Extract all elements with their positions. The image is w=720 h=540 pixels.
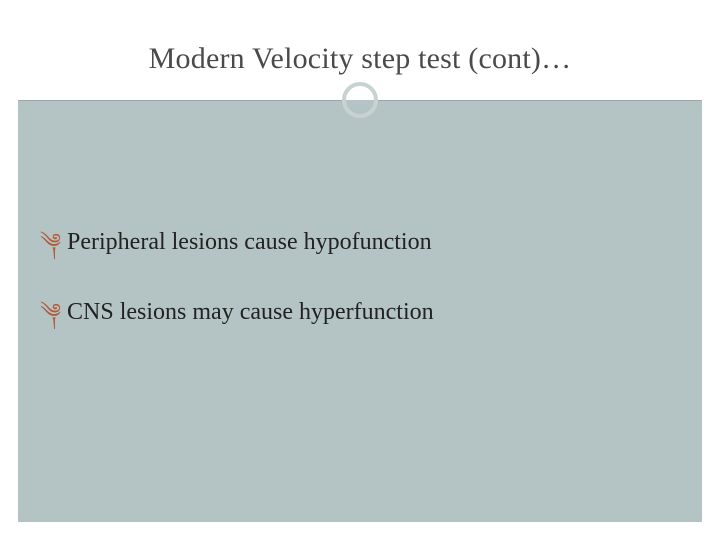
bullet-icon: ༆ bbox=[40, 228, 61, 256]
bullet-text: Peripheral lesions cause hypofunction bbox=[67, 228, 432, 256]
slide-title: Modern Velocity step test (cont)… bbox=[149, 42, 572, 76]
list-item: ༆ Peripheral lesions cause hypofunction bbox=[40, 228, 680, 256]
circle-decoration-lower-icon bbox=[342, 100, 378, 118]
bullet-icon: ༆ bbox=[40, 298, 61, 326]
list-item: ༆ CNS lesions may cause hyperfunction bbox=[40, 298, 680, 326]
bullet-text: CNS lesions may cause hyperfunction bbox=[67, 298, 434, 326]
bullet-list: ༆ Peripheral lesions cause hypofunction … bbox=[40, 228, 680, 368]
slide: Modern Velocity step test (cont)… ༆ Peri… bbox=[0, 0, 720, 540]
